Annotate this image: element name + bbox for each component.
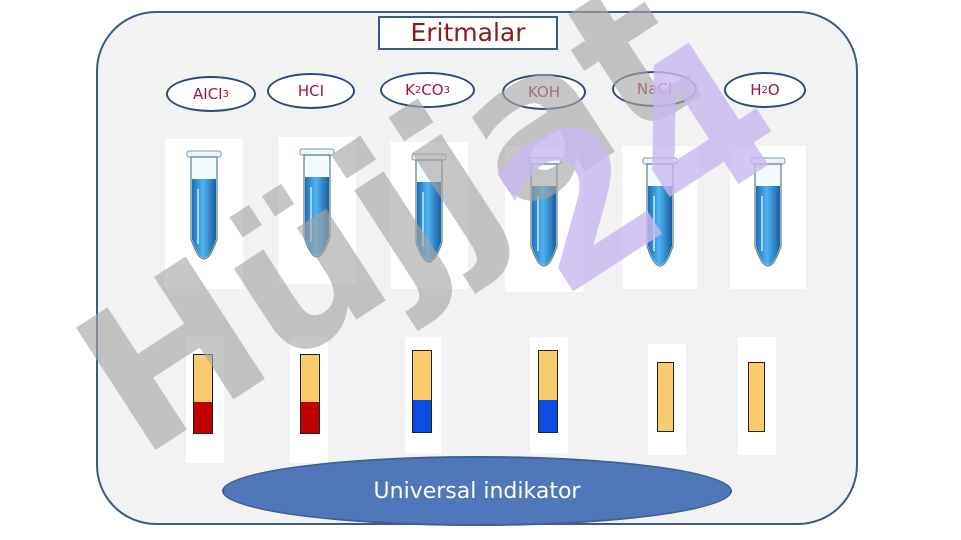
tube-liquid [192, 179, 216, 258]
test-tube-card [730, 146, 806, 289]
test-tube-icon [411, 153, 447, 263]
tube-liquid [305, 177, 329, 256]
label-koh-main: KOH [527, 83, 561, 101]
label-alcl3: AICI 3 [166, 76, 256, 112]
indicator-strip [748, 362, 765, 432]
indicator-strip [412, 350, 432, 433]
label-k2co3-k: K [405, 81, 415, 99]
label-k2co3-sub2: 3 [443, 84, 450, 96]
universal-indicator-label: Universal indikator [222, 456, 732, 526]
label-alcl3-main: AICI [193, 85, 223, 103]
page-title: Eritmalar [378, 16, 558, 50]
strip-base-color [539, 399, 557, 432]
test-tube-icon [186, 150, 222, 260]
strip-acid-color [301, 401, 319, 433]
test-tube-card [622, 146, 698, 289]
tube-liquid [756, 186, 780, 265]
test-tube-card [278, 137, 356, 284]
label-k2co3-co: CO [421, 81, 444, 99]
strip-base-color [413, 399, 431, 432]
label-nacl: NaCI [612, 71, 697, 107]
tube-liquid [648, 186, 672, 265]
strip-acid-color [194, 401, 212, 433]
test-tube-card [390, 142, 468, 289]
tube-liquid [532, 186, 556, 265]
label-k2co3: K 2 CO 3 [380, 72, 475, 108]
test-tube-icon [642, 157, 678, 267]
tube-liquid [417, 182, 441, 261]
test-tube-card [165, 139, 243, 289]
test-tube-icon [526, 157, 562, 267]
label-h2o-o: O [767, 81, 780, 99]
label-alcl3-sub: 3 [222, 88, 229, 100]
indicator-strip [538, 350, 558, 433]
label-hcl-main: HCI [297, 82, 325, 100]
indicator-strip [193, 354, 213, 434]
label-h2o-sub: 2 [761, 84, 768, 96]
label-nacl-main: NaCI [636, 80, 673, 98]
label-koh: KOH [502, 74, 586, 110]
test-tube-card [505, 146, 583, 292]
indicator-strip [300, 354, 320, 434]
test-tube-icon [299, 148, 335, 258]
label-hcl: HCI [267, 73, 355, 109]
label-h2o-h: H [750, 81, 762, 99]
test-tube-icon [750, 157, 786, 267]
indicator-strip [657, 362, 674, 432]
label-k2co3-sub1: 2 [414, 84, 422, 96]
